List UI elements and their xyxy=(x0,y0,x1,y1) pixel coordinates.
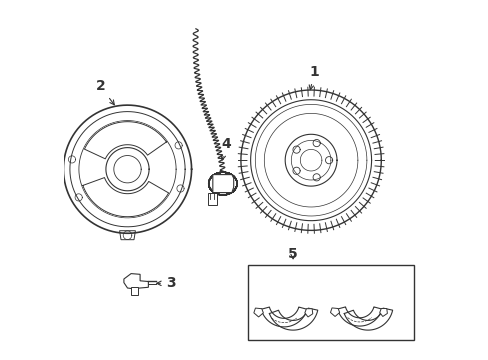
Polygon shape xyxy=(237,86,384,234)
Polygon shape xyxy=(261,307,306,327)
Polygon shape xyxy=(269,308,317,330)
Polygon shape xyxy=(84,122,166,159)
Polygon shape xyxy=(131,287,138,295)
Polygon shape xyxy=(208,193,217,205)
Polygon shape xyxy=(337,307,381,326)
Text: 2: 2 xyxy=(96,80,114,105)
Text: 1: 1 xyxy=(308,65,319,90)
Polygon shape xyxy=(379,309,386,316)
Polygon shape xyxy=(304,309,312,317)
Polygon shape xyxy=(247,97,373,223)
Text: 5: 5 xyxy=(287,247,297,261)
Polygon shape xyxy=(253,308,263,317)
Polygon shape xyxy=(123,274,148,289)
Text: 4: 4 xyxy=(221,137,231,160)
Bar xyxy=(247,265,413,340)
Text: 3: 3 xyxy=(156,276,175,290)
Polygon shape xyxy=(212,175,233,193)
Polygon shape xyxy=(61,103,193,235)
Polygon shape xyxy=(344,308,392,330)
Polygon shape xyxy=(82,177,168,217)
Polygon shape xyxy=(330,308,339,316)
